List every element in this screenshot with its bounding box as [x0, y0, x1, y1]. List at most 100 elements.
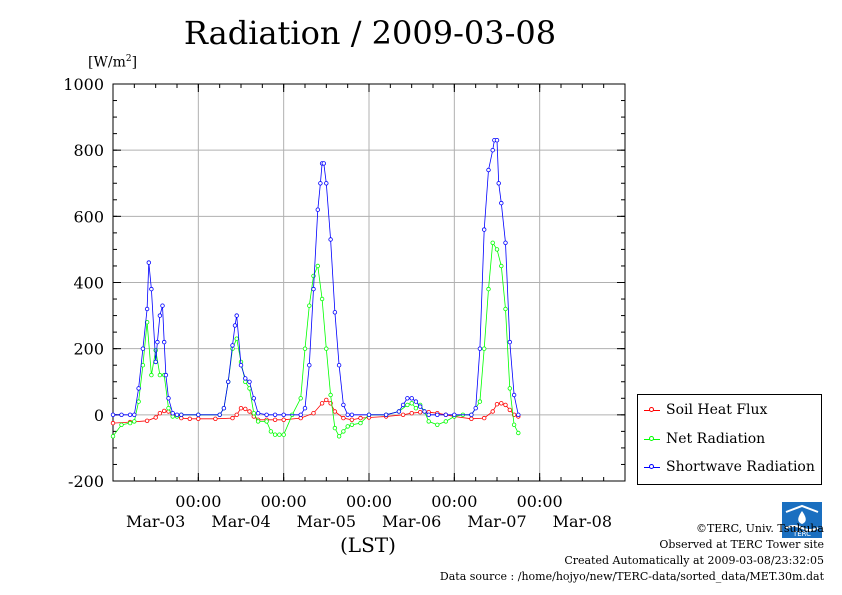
data-point-net-radiation [251, 411, 256, 416]
data-point-net-radiation [490, 240, 495, 245]
data-point-shortwave-radiation [251, 396, 256, 401]
data-point-net-radiation [324, 346, 329, 351]
data-point-shortwave-radiation [119, 412, 124, 417]
data-point-shortwave-radiation [160, 303, 165, 308]
data-point-shortwave-radiation [366, 412, 372, 417]
data-point-soil-heat-flux [490, 409, 495, 414]
data-point-shortwave-radiation [225, 379, 231, 384]
data-point-soil-heat-flux [110, 420, 116, 426]
data-point-shortwave-radiation [127, 412, 133, 417]
y-tick-label: 0 [94, 406, 104, 425]
data-point-shortwave-radiation [409, 396, 414, 401]
data-point-shortwave-radiation [435, 412, 440, 417]
data-point-net-radiation [268, 429, 274, 434]
footer: ©TERC, Univ. Tsukuba Observed at TERC To… [440, 521, 824, 585]
data-point-shortwave-radiation [132, 412, 137, 417]
footer-site: Observed at TERC Tower site [659, 538, 824, 551]
data-point-net-radiation [255, 419, 261, 424]
data-point-soil-heat-flux [319, 401, 325, 406]
data-point-net-radiation [281, 432, 286, 437]
legend-symbol-net [644, 434, 660, 444]
data-point-net-radiation [358, 420, 363, 426]
data-point-shortwave-radiation [490, 147, 495, 153]
data-point-shortwave-radiation [161, 339, 167, 345]
data-point-shortwave-radiation [110, 412, 116, 417]
legend: Soil Heat Flux Net Radiation Shortwave R… [637, 394, 822, 485]
legend-label-shortwave: Shortwave Radiation [666, 459, 815, 475]
data-point-shortwave-radiation [272, 412, 278, 417]
data-point-shortwave-radiation [157, 313, 163, 318]
data-point-shortwave-radiation [281, 412, 286, 417]
legend-item-soil: Soil Heat Flux [644, 401, 767, 419]
data-point-soil-heat-flux [503, 402, 508, 408]
data-point-net-radiation [486, 286, 491, 292]
data-point-shortwave-radiation [469, 412, 474, 417]
y-tick-label: 400 [73, 274, 104, 293]
data-point-soil-heat-flux [469, 416, 474, 421]
data-point-shortwave-radiation [234, 313, 239, 318]
data-point-net-radiation [499, 263, 504, 269]
data-point-shortwave-radiation [153, 359, 158, 365]
data-point-net-radiation [409, 401, 414, 406]
data-point-soil-heat-flux [153, 415, 158, 420]
data-point-net-radiation [494, 247, 500, 252]
data-point-soil-heat-flux [281, 417, 286, 422]
data-point-net-radiation [507, 386, 512, 391]
terc-logo: TERC [782, 502, 822, 538]
data-point-shortwave-radiation [163, 372, 169, 378]
data-point-soil-heat-flux [196, 416, 201, 421]
data-point-net-radiation [307, 303, 312, 308]
data-point-shortwave-radiation [264, 412, 269, 417]
data-point-soil-heat-flux [358, 415, 363, 421]
data-point-shortwave-radiation [473, 406, 478, 411]
data-point-shortwave-radiation [166, 396, 171, 401]
legend-item-net: Net Radiation [644, 430, 765, 448]
legend-symbol-shortwave [644, 462, 660, 472]
legend-item-shortwave: Shortwave Radiation [644, 458, 815, 476]
data-point-shortwave-radiation [255, 411, 261, 416]
data-point-shortwave-radiation [328, 237, 333, 242]
x-tick-time-label: 00:00 [431, 492, 477, 511]
data-point-soil-heat-flux [409, 411, 414, 416]
data-point-net-radiation [443, 419, 448, 424]
data-point-soil-heat-flux [311, 411, 316, 416]
data-point-net-radiation [341, 429, 346, 434]
data-point-shortwave-radiation [426, 412, 431, 417]
data-point-shortwave-radiation [232, 323, 238, 328]
data-point-shortwave-radiation [221, 406, 227, 411]
data-point-shortwave-radiation [311, 286, 316, 292]
data-point-shortwave-radiation [243, 376, 248, 381]
data-point-net-radiation [482, 346, 487, 351]
data-point-shortwave-radiation [174, 412, 180, 417]
data-point-soil-heat-flux [418, 410, 423, 415]
data-point-shortwave-radiation [136, 386, 141, 391]
data-point-soil-heat-flux [161, 408, 167, 414]
data-point-shortwave-radiation [230, 343, 235, 348]
data-point-shortwave-radiation [400, 402, 406, 408]
data-point-net-radiation [311, 273, 316, 279]
y-tick-label: 1000 [63, 75, 104, 94]
x-axis-label: (LST) [340, 533, 396, 557]
data-point-net-radiation [336, 434, 342, 439]
data-point-soil-heat-flux [272, 417, 278, 422]
data-point-net-radiation [166, 406, 171, 411]
data-point-shortwave-radiation [318, 181, 323, 186]
data-point-net-radiation [413, 406, 419, 411]
data-point-shortwave-radiation [507, 339, 512, 345]
data-point-soil-heat-flux [243, 406, 248, 412]
data-point-shortwave-radiation [496, 181, 501, 186]
data-point-net-radiation [149, 372, 154, 378]
data-point-soil-heat-flux [234, 412, 239, 417]
data-point-net-radiation [264, 419, 269, 424]
x-tick-time-label: 00:00 [261, 492, 307, 511]
x-tick-date-label: Mar-07 [467, 512, 526, 531]
y-tick-label: 800 [73, 141, 104, 160]
data-point-net-radiation [516, 430, 521, 436]
data-point-net-radiation [345, 424, 350, 429]
data-point-soil-heat-flux [507, 407, 512, 413]
data-point-net-radiation [332, 425, 338, 431]
data-point-net-radiation [503, 306, 508, 312]
data-point-shortwave-radiation [247, 379, 252, 384]
data-point-soil-heat-flux [230, 415, 235, 421]
data-point-net-radiation [157, 372, 163, 378]
